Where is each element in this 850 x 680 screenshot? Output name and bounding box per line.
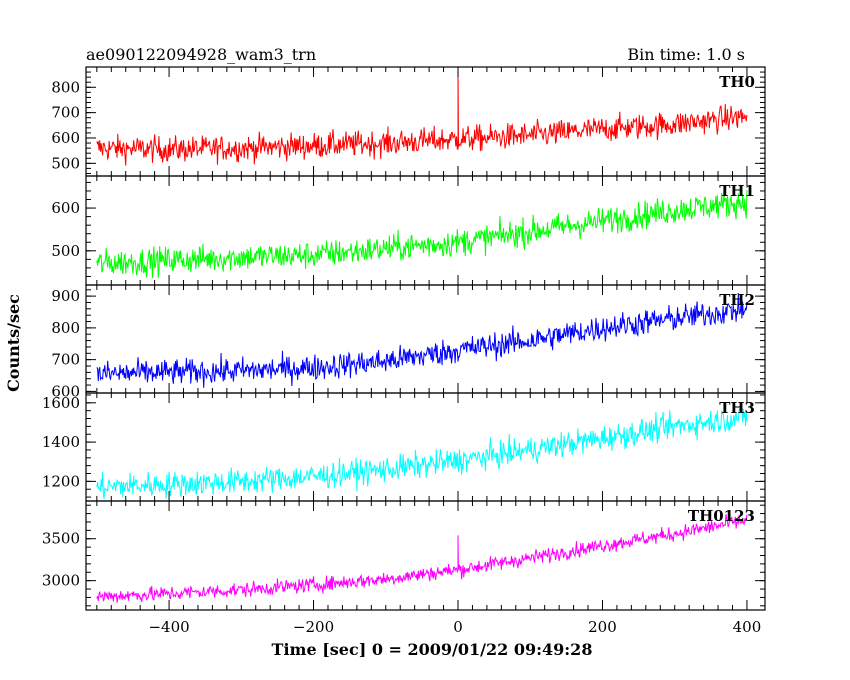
panel-label: TH3 bbox=[719, 399, 755, 417]
y-tick-label: 1200 bbox=[42, 472, 80, 490]
panel-label: TH2 bbox=[719, 291, 755, 309]
y-tick-label: 600 bbox=[51, 382, 80, 400]
y-tick-label: 700 bbox=[51, 104, 80, 122]
x-axis: −400 −200 0 200 400 bbox=[148, 618, 761, 636]
y-tick-label: 800 bbox=[51, 78, 80, 96]
bin-time-label: Bin time: 1.0 s bbox=[627, 45, 745, 64]
panel-th2: 600 700 800 900 TH2 bbox=[51, 284, 766, 400]
y-tick-label: 1600 bbox=[42, 394, 80, 412]
y-tick-label: 900 bbox=[51, 287, 80, 305]
y-axis-label: Counts/sec bbox=[4, 294, 23, 392]
y-tick-label: 3000 bbox=[42, 572, 80, 590]
panel-label: TH1 bbox=[719, 182, 755, 200]
panel-frame bbox=[85, 284, 766, 394]
panel-th1: 500 600 TH1 bbox=[51, 175, 766, 286]
x-tick-label: 200 bbox=[588, 618, 617, 636]
series-line-th3 bbox=[96, 407, 748, 500]
x-tick-label: 400 bbox=[733, 618, 762, 636]
y-tick-label: 600 bbox=[51, 129, 80, 147]
x-tick-label: 0 bbox=[453, 618, 463, 636]
panel-label: TH0123 bbox=[688, 507, 755, 525]
series-line-th1 bbox=[96, 190, 748, 279]
x-tick-label: −400 bbox=[148, 618, 189, 636]
y-tick-label: 500 bbox=[51, 154, 80, 172]
y-tick-label: 800 bbox=[51, 319, 80, 337]
panel-frame bbox=[85, 175, 766, 286]
series-line-th0 bbox=[96, 67, 748, 166]
series-line-th0123 bbox=[96, 514, 748, 603]
y-tick-label: 3500 bbox=[42, 530, 80, 548]
series-line-th2 bbox=[96, 292, 748, 388]
y-tick-label: 600 bbox=[51, 199, 80, 217]
x-tick-label: −200 bbox=[293, 618, 334, 636]
chart-title: ae090122094928_wam3_trn bbox=[86, 45, 316, 64]
panel-th0123: 3000 3500 TH0123 bbox=[42, 500, 766, 611]
panels: 500 600 700 800 TH0 500 600 TH1 600 700 800 900 TH2 1… bbox=[42, 66, 766, 611]
x-axis-label: Time [sec] 0 = 2009/01/22 09:49:28 bbox=[272, 640, 593, 659]
y-tick-label: 500 bbox=[51, 242, 80, 260]
y-tick-label: 700 bbox=[51, 351, 80, 369]
y-tick-label: 1400 bbox=[42, 433, 80, 451]
panel-th3: 1200 1400 1600 TH3 bbox=[42, 392, 766, 502]
panel-label: TH0 bbox=[719, 73, 755, 91]
panel-frame bbox=[85, 500, 766, 611]
panel-th0: 500 600 700 800 TH0 bbox=[51, 66, 766, 177]
